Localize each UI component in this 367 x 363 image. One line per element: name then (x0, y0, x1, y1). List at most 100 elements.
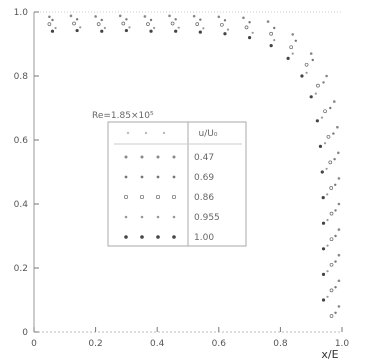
plot-frame (33, 11, 342, 333)
data-point (54, 26, 57, 30)
data-point (316, 83, 320, 88)
legend-header-symbol (162, 131, 166, 135)
x-tick-label: 0.8 (273, 339, 288, 349)
y-axis-ticks: 0 0.2 0.4 0.6 0.8 1.0 (14, 8, 39, 338)
legend-symbol (140, 215, 144, 219)
data-point (329, 314, 334, 318)
legend-symbol (123, 194, 129, 200)
data-point (305, 71, 308, 74)
data-point (318, 144, 323, 148)
data-point (321, 196, 325, 200)
data-point (326, 270, 329, 273)
data-point (329, 262, 334, 267)
data-point (50, 29, 55, 33)
x-tick-label: 1.0 (335, 339, 350, 349)
y-tick-label: 1.0 (14, 8, 29, 18)
data-point (149, 18, 153, 22)
data-point (333, 100, 336, 103)
data-point (248, 21, 251, 24)
legend-symbol (140, 175, 144, 179)
data-point (320, 116, 324, 119)
data-point (269, 44, 273, 48)
data-point (48, 15, 51, 19)
data-point (199, 18, 202, 21)
legend-symbol (156, 215, 160, 219)
data-point (79, 26, 82, 29)
data-point (149, 29, 153, 33)
data-point (223, 32, 227, 36)
legend-entry: 0.47 (194, 153, 214, 163)
y-tick-label: 0 (22, 328, 28, 338)
data-point (329, 237, 334, 242)
data-point (124, 28, 128, 33)
legend-box (107, 121, 247, 247)
data-point (96, 22, 101, 27)
data-point (337, 228, 341, 231)
y-tick-label: 0.6 (14, 136, 29, 146)
legend-symbol (124, 155, 128, 159)
data-point (143, 15, 147, 18)
data-point (174, 29, 178, 33)
legend-symbol (124, 175, 128, 179)
data-point (94, 15, 97, 18)
data-point (329, 186, 334, 190)
data-point (300, 74, 304, 78)
data-point (322, 81, 325, 84)
legend-header-symbol (144, 131, 148, 135)
data-point (217, 15, 221, 19)
data-point (118, 14, 122, 18)
data-point (121, 21, 126, 26)
legend-symbol (140, 155, 144, 159)
legend-symbol (156, 175, 160, 179)
legend-symbol (172, 215, 176, 219)
data-point (337, 151, 340, 155)
data-point (326, 218, 329, 222)
data-point (334, 260, 337, 263)
data-point (269, 31, 274, 36)
data-point (226, 28, 230, 31)
legend-symbol (172, 175, 176, 179)
data-point (177, 26, 180, 29)
x-tick-label: 0.6 (212, 339, 227, 349)
data-point (334, 183, 337, 186)
reynolds-annotation: Re=1.85×10⁵ (92, 111, 154, 121)
data-point (294, 39, 297, 42)
legend-symbol (156, 235, 160, 239)
data-point (174, 18, 177, 21)
data-point (314, 92, 317, 95)
data-point (168, 14, 171, 18)
data-point (337, 253, 341, 257)
data-point (100, 29, 104, 33)
y-tick-label: 0.8 (14, 72, 29, 82)
data-point (304, 62, 309, 67)
data-point (321, 247, 326, 251)
data-point (325, 167, 328, 170)
data-point (248, 36, 252, 40)
data-point (334, 209, 337, 212)
data-point (325, 74, 328, 78)
data-point (311, 58, 314, 62)
data-point (244, 25, 249, 30)
data-point (291, 52, 294, 55)
legend-symbol (171, 194, 177, 200)
data-point (170, 21, 175, 26)
data-point (273, 26, 276, 30)
data-point (337, 279, 341, 283)
data-point (334, 311, 337, 314)
data-point (75, 18, 79, 21)
data-point (326, 193, 329, 196)
x-tick-label: 0.2 (88, 339, 102, 349)
data-point (337, 177, 341, 180)
data-point (329, 106, 332, 110)
legend-entry: 1.00 (194, 233, 214, 243)
data-point (321, 272, 326, 276)
legend-symbol (172, 155, 176, 159)
data-point (309, 95, 313, 99)
data-point (100, 18, 103, 22)
x-tick-label: 0 (31, 339, 37, 349)
data-point (329, 288, 334, 293)
data-point (323, 109, 327, 114)
data-point (321, 298, 326, 302)
data-point (146, 22, 150, 27)
